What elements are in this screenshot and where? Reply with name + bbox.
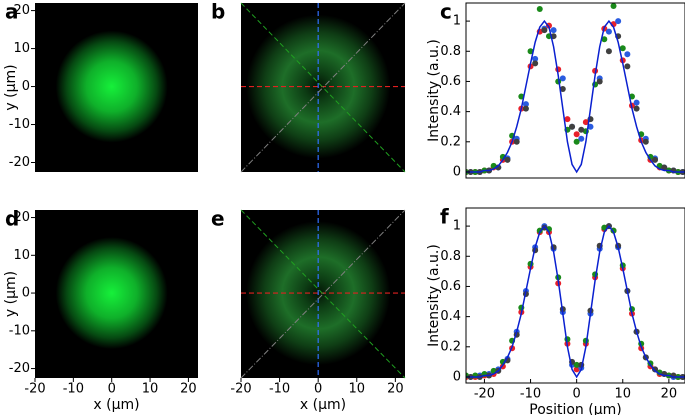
plot-frame [465, 207, 685, 384]
data-point [522, 105, 529, 112]
beam-profile [55, 30, 168, 143]
data-point [596, 78, 603, 85]
x-tick-label: -20 [474, 387, 495, 402]
cut-line [240, 209, 406, 379]
x-tick-label: 20 [661, 387, 678, 402]
data-point [610, 3, 617, 10]
data-point [532, 60, 539, 67]
data-point [504, 156, 511, 163]
x-tick-label: 0 [573, 387, 581, 402]
panel-label: e [211, 207, 225, 231]
panel-label: d [5, 207, 19, 231]
cut-line [240, 209, 406, 379]
y-tick-label: 0 [453, 369, 461, 384]
data-point [573, 131, 580, 138]
y-tick-label: 0.8 [440, 249, 461, 264]
y-tick-label: 20 [13, 3, 30, 18]
y-axis-label: y (μm) [3, 271, 19, 317]
y-tick-label: 0 [22, 79, 30, 94]
panel-label: b [211, 0, 225, 24]
data-point [624, 63, 631, 70]
plot-area [466, 223, 685, 380]
y-tick-label: 0 [22, 286, 30, 301]
x-axis-label: x (μm) [300, 397, 346, 413]
data-point [569, 123, 576, 130]
y-tick-label: 0.4 [440, 309, 461, 324]
data-point [573, 361, 580, 368]
y-tick-label: -10 [9, 323, 30, 338]
y-tick-label: 0.4 [440, 104, 461, 119]
x-axis-label: Position (μm) [529, 402, 621, 415]
x-tick-label: -10 [63, 382, 84, 397]
cut-line [240, 2, 406, 173]
data-point [578, 126, 585, 133]
data-point [541, 27, 548, 34]
theory-curve [466, 224, 685, 379]
x-axis-label: x (μm) [93, 397, 139, 413]
y-tick-label: 20 [13, 210, 30, 225]
x-tick-label: 10 [614, 387, 631, 402]
y-tick-label: 0.8 [440, 44, 461, 59]
y-axis-label: Intensity (a.u.) [426, 39, 442, 142]
y-tick-label: 0.2 [440, 339, 461, 354]
x-tick-label: -10 [520, 387, 541, 402]
data-point [619, 45, 626, 52]
x-tick-label: 0 [314, 382, 322, 397]
panel-label: a [5, 0, 19, 24]
data-point [564, 116, 571, 123]
data-point [559, 85, 566, 92]
y-tick-label: -10 [9, 117, 30, 132]
data-point [605, 48, 612, 55]
data-point [587, 123, 594, 130]
y-axis-label: y (μm) [3, 64, 19, 110]
y-tick-label: 1 [453, 14, 461, 29]
data-point [527, 48, 534, 55]
data-point [559, 75, 566, 82]
y-tick-label: 0 [453, 164, 461, 179]
y-tick-label: -20 [9, 361, 30, 376]
data-point [652, 156, 659, 163]
theory-curve [466, 19, 685, 174]
data-point [605, 28, 612, 35]
data-point [573, 366, 580, 373]
beam-profile [55, 237, 168, 350]
x-tick-label: 10 [142, 382, 159, 397]
data-point [495, 164, 502, 171]
y-tick-label: 10 [13, 248, 30, 263]
data-point [532, 55, 539, 62]
data-point [522, 101, 529, 108]
data-point [661, 164, 668, 171]
data-point [601, 36, 608, 43]
y-tick-label: 0.6 [440, 279, 461, 294]
data-point [536, 6, 543, 13]
data-point [550, 27, 557, 34]
y-tick-label: 10 [13, 41, 30, 56]
data-point [642, 138, 649, 145]
panel-label: c [440, 0, 452, 24]
y-tick-label: 0.2 [440, 134, 461, 149]
data-point [633, 99, 640, 106]
plot-frame [465, 2, 685, 179]
data-point [582, 119, 589, 126]
data-point [633, 105, 640, 112]
data-point [573, 138, 580, 145]
y-axis-label: Intensity (a.u.) [426, 244, 442, 347]
data-point [513, 138, 520, 145]
data-point [624, 51, 631, 58]
panel-label: f [440, 205, 449, 229]
y-tick-label: 0.6 [440, 74, 461, 89]
x-tick-label: 20 [387, 382, 404, 397]
data-point [615, 18, 622, 25]
y-tick-label: 1 [453, 219, 461, 234]
x-tick-label: 0 [108, 382, 116, 397]
x-tick-label: 10 [348, 382, 365, 397]
y-tick-label: -20 [9, 155, 30, 170]
x-tick-label: 20 [180, 382, 197, 397]
x-tick-label: -20 [24, 382, 45, 397]
x-tick-label: -20 [230, 382, 251, 397]
data-point [578, 135, 585, 142]
x-tick-label: -10 [269, 382, 290, 397]
plot-area [466, 3, 685, 175]
